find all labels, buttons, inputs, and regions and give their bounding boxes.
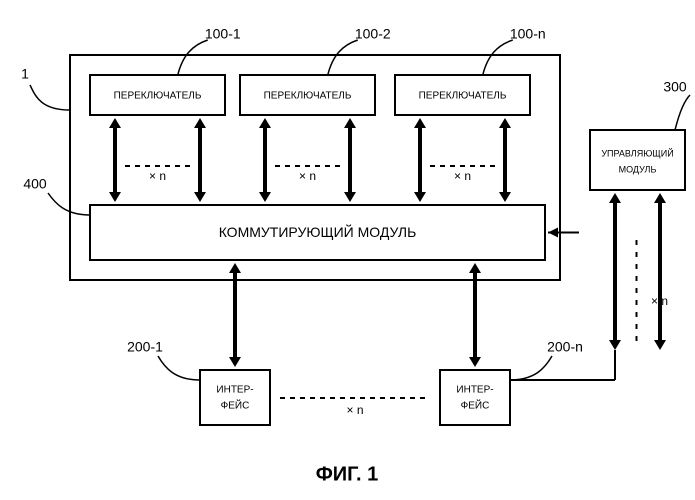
ref-1: 1 (21, 66, 29, 82)
commutator-label: КОММУТИРУЮЩИЙ МОДУЛЬ (219, 223, 417, 240)
leader-300 (675, 95, 690, 130)
interface-box-0 (200, 370, 270, 425)
leader-1 (30, 85, 70, 110)
xn-sw-0: × n (149, 169, 166, 183)
ref-int-1: 200-n (547, 339, 583, 355)
xn-sw-2: × n (454, 169, 471, 183)
interface-box-1 (440, 370, 510, 425)
leader-switch-0 (178, 40, 208, 75)
controller-l1: УПРАВЛЯЮЩИЙ (601, 147, 673, 158)
arrow-ctrl-l (609, 193, 621, 350)
switch-label-0: ПЕРЕКЛЮЧАТЕЛЬ (114, 91, 202, 102)
arrow-sw0-r (194, 118, 206, 202)
controller-l2: МОДУЛЬ (619, 164, 657, 174)
ref-switch-1: 100-2 (355, 26, 391, 42)
arrow-int-1 (469, 263, 481, 367)
leader-int-1 (510, 356, 552, 380)
xn-int: × n (346, 403, 363, 417)
switch-label-2: ПЕРЕКЛЮЧАТЕЛЬ (419, 91, 507, 102)
interface-l1-0: ИНТЕР- (216, 385, 253, 396)
leader-int-0 (158, 356, 200, 380)
ref-400: 400 (23, 176, 47, 192)
ref-int-0: 200-1 (127, 339, 163, 355)
figure-label: ФИГ. 1 (316, 463, 379, 485)
arrow-sw1-r (344, 118, 356, 202)
switch-label-1: ПЕРЕКЛЮЧАТЕЛЬ (264, 91, 352, 102)
xn-ctrl: × n (651, 294, 668, 308)
arrow-sw1-l (259, 118, 271, 202)
arrow-sw0-l (109, 118, 121, 202)
arrowhead-comm (548, 228, 558, 238)
xn-sw-1: × n (299, 169, 316, 183)
arrow-ctrl-r (654, 193, 666, 350)
arrow-int-0 (229, 263, 241, 367)
arrow-sw2-r (499, 118, 511, 202)
arrow-sw2-l (414, 118, 426, 202)
outer-box (70, 55, 560, 280)
ref-300: 300 (663, 79, 687, 95)
controller-box (590, 130, 685, 190)
leader-switch-2 (483, 40, 513, 75)
leader-switch-1 (328, 40, 358, 75)
link-if-ctrl (510, 335, 670, 380)
interface-l1-1: ИНТЕР- (456, 385, 493, 396)
ref-switch-2: 100-n (510, 26, 546, 42)
interface-l2-1: ФЕЙС (461, 399, 490, 412)
ref-switch-0: 100-1 (205, 26, 241, 42)
interface-l2-0: ФЕЙС (221, 399, 250, 412)
